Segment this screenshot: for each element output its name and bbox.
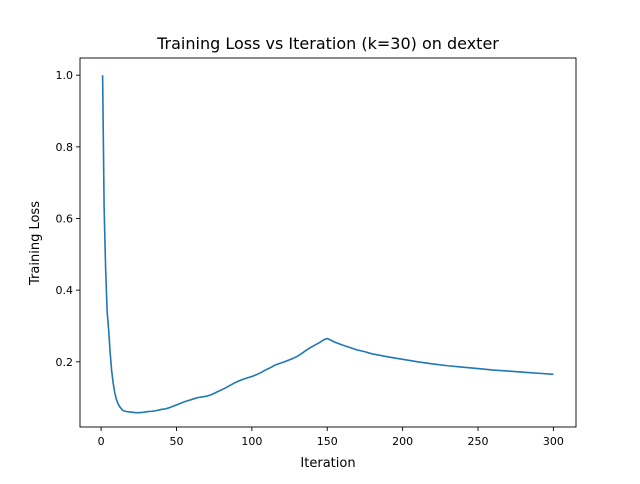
x-tick-label: 50: [169, 435, 183, 448]
x-tick-label: 150: [317, 435, 338, 448]
y-tick-label: 0.2: [56, 356, 74, 369]
plot-area: 0 50 100 150 200 250 300 0.2 0.4 0.6 0.8 1.0: [56, 57, 577, 448]
y-axis-label: Training Loss: [28, 201, 43, 286]
chart-title: Training Loss vs Iteration (k=30) on dex…: [156, 34, 499, 53]
x-tick-label: 100: [241, 435, 262, 448]
x-tick-label: 300: [543, 435, 564, 448]
x-tick-label: 250: [468, 435, 489, 448]
y-tick-label: 0.8: [56, 141, 74, 154]
y-tick-label: 0.6: [56, 212, 74, 225]
x-tick-label: 0: [98, 435, 105, 448]
y-tick-label: 0.4: [56, 284, 74, 297]
axes-frame: [79, 57, 577, 428]
series-line-0: [101, 75, 554, 414]
y-tick-label: 1.0: [56, 69, 74, 82]
x-axis-label: Iteration: [300, 456, 355, 471]
x-tick-label: 200: [392, 435, 413, 448]
